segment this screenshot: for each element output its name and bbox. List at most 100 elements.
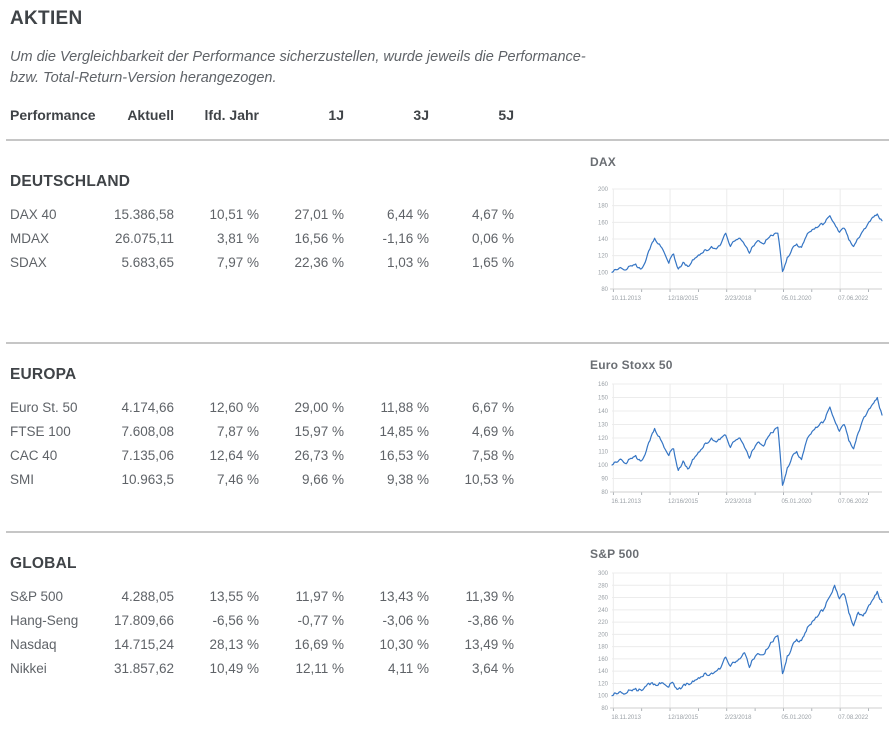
section-deutschland: DEUTSCHLAND DAX 40 15.386,58 10,51 % 27,… bbox=[10, 141, 889, 342]
table-global: GLOBAL S&P 500 4.288,05 13,55 % 11,97 % … bbox=[10, 533, 558, 726]
svg-text:07.06.2022: 07.06.2022 bbox=[838, 499, 869, 505]
value-5j: 11,39 % bbox=[465, 588, 514, 604]
svg-text:140: 140 bbox=[598, 409, 609, 415]
value-5j: 4,67 % bbox=[471, 206, 514, 222]
value-5j: 6,67 % bbox=[471, 399, 514, 415]
svg-text:05.01.2020: 05.01.2020 bbox=[781, 715, 812, 721]
value-3j: 6,44 % bbox=[386, 206, 429, 222]
disclaimer-line-1: Um die Vergleichbarkeit der Performance … bbox=[10, 49, 586, 65]
value-3j: 16,53 % bbox=[379, 447, 429, 463]
svg-text:100: 100 bbox=[598, 463, 609, 469]
col-aktuell: Aktuell bbox=[127, 107, 174, 123]
value-5j: 1,65 % bbox=[471, 254, 514, 270]
svg-text:110: 110 bbox=[598, 450, 608, 456]
svg-text:180: 180 bbox=[598, 645, 609, 651]
table-row: Euro St. 50 4.174,66 12,60 % 29,00 % 11,… bbox=[10, 395, 558, 419]
svg-text:160: 160 bbox=[598, 382, 609, 388]
value-1j: -0,77 % bbox=[297, 612, 344, 628]
sp500-line-chart: 300 280 260 240 220 200 180 160 140 120 100 8018.11… bbox=[598, 571, 883, 721]
value-1j: 27,01 % bbox=[294, 206, 344, 222]
table-header: Performance Aktuell lfd. Jahr 1J 3J 5J bbox=[10, 104, 889, 126]
value-lfd-jahr: 7,46 % bbox=[216, 471, 259, 487]
value-1j: 22,36 % bbox=[294, 254, 344, 270]
index-name: Hang-Seng bbox=[10, 612, 79, 628]
chart-title: S&P 500 bbox=[590, 547, 640, 561]
value-3j: 10,30 % bbox=[379, 636, 429, 652]
index-name: Nikkei bbox=[10, 660, 47, 676]
value-5j: 13,49 % bbox=[464, 636, 514, 652]
value-lfd-jahr: 12,64 % bbox=[209, 447, 259, 463]
col-5j: 5J bbox=[498, 107, 514, 123]
value-5j: 3,64 % bbox=[471, 660, 514, 676]
svg-text:280: 280 bbox=[598, 583, 609, 589]
svg-text:180: 180 bbox=[598, 204, 609, 210]
svg-text:240: 240 bbox=[598, 608, 609, 614]
chart-card-sp500: S&P 500 300 280 260 240 220 200 180 160 140 120 10… bbox=[588, 533, 889, 726]
value-aktuell: 5.683,65 bbox=[121, 254, 174, 270]
value-1j: 29,00 % bbox=[294, 399, 344, 415]
value-aktuell: 31.857,62 bbox=[114, 660, 175, 676]
index-name: FTSE 100 bbox=[10, 423, 71, 439]
value-lfd-jahr: 12,60 % bbox=[209, 399, 259, 415]
value-aktuell: 7.135,06 bbox=[121, 447, 174, 463]
svg-text:100: 100 bbox=[598, 694, 609, 700]
svg-text:80: 80 bbox=[601, 490, 608, 496]
disclaimer-note: Um die Vergleichbarkeit der Performance … bbox=[10, 47, 889, 89]
index-name: DAX 40 bbox=[10, 206, 57, 222]
value-aktuell: 14.715,24 bbox=[114, 636, 175, 652]
value-aktuell: 26.075,11 bbox=[114, 230, 174, 246]
svg-text:300: 300 bbox=[598, 571, 609, 577]
col-performance: Performance bbox=[10, 107, 96, 123]
value-3j: 11,88 % bbox=[380, 399, 429, 415]
chart-title: DAX bbox=[590, 155, 616, 169]
svg-text:200: 200 bbox=[598, 187, 609, 193]
svg-text:07.06.2022: 07.06.2022 bbox=[838, 296, 869, 302]
svg-text:05.01.2020: 05.01.2020 bbox=[781, 296, 812, 302]
index-name: SMI bbox=[10, 471, 35, 487]
svg-text:260: 260 bbox=[598, 596, 609, 602]
table-row: MDAX 26.075,11 3,81 % 16,56 % -1,16 % 0,… bbox=[10, 226, 558, 250]
table-deutschland: DEUTSCHLAND DAX 40 15.386,58 10,51 % 27,… bbox=[10, 141, 558, 342]
chart-card-dax: DAX 200 180 160 140 120 100 80 10.11.2013 12/18/… bbox=[588, 141, 889, 342]
svg-text:05.01.2020: 05.01.2020 bbox=[781, 499, 812, 505]
index-name: S&P 500 bbox=[10, 588, 64, 604]
value-5j: 7,58 % bbox=[471, 447, 514, 463]
divider bbox=[6, 531, 889, 533]
index-name: MDAX bbox=[10, 230, 50, 246]
value-5j: 0,06 % bbox=[471, 230, 514, 246]
table-row: CAC 40 7.135,06 12,64 % 26,73 % 16,53 % … bbox=[10, 443, 558, 467]
table-row: FTSE 100 7.608,08 7,87 % 15,97 % 14,85 %… bbox=[10, 419, 558, 443]
chart-title: Euro Stoxx 50 bbox=[590, 358, 673, 372]
value-aktuell: 4.288,05 bbox=[121, 588, 174, 604]
value-3j: 13,43 % bbox=[379, 588, 429, 604]
disclaimer-line-2: bzw. Total-Return-Version herangezogen. bbox=[10, 70, 277, 86]
svg-text:130: 130 bbox=[598, 423, 609, 429]
table-row: Hang-Seng 17.809,66 -6,56 % -0,77 % -3,0… bbox=[10, 608, 558, 632]
value-lfd-jahr: 3,81 % bbox=[216, 230, 259, 246]
divider bbox=[6, 342, 889, 344]
value-aktuell: 10.963,5 bbox=[121, 471, 174, 487]
section-europa: EUROPA Euro St. 50 4.174,66 12,60 % 29,0… bbox=[10, 344, 889, 531]
svg-text:120: 120 bbox=[598, 681, 609, 687]
index-name: CAC 40 bbox=[10, 447, 58, 463]
section-global: GLOBAL S&P 500 4.288,05 13,55 % 11,97 % … bbox=[10, 533, 889, 726]
divider bbox=[6, 139, 889, 141]
svg-text:160: 160 bbox=[598, 657, 609, 663]
svg-text:16.11.2013: 16.11.2013 bbox=[611, 499, 641, 505]
value-3j: 14,85 % bbox=[379, 423, 429, 439]
table-row: Nikkei 31.857,62 10,49 % 12,11 % 4,11 % … bbox=[10, 656, 558, 680]
index-name: SDAX bbox=[10, 254, 47, 270]
value-lfd-jahr: 13,55 % bbox=[209, 588, 259, 604]
value-3j: 9,38 % bbox=[386, 471, 429, 487]
value-1j: 9,66 % bbox=[301, 471, 344, 487]
table-row: Nasdaq 14.715,24 28,13 % 16,69 % 10,30 %… bbox=[10, 632, 558, 656]
value-1j: 15,97 % bbox=[294, 423, 344, 439]
chart-card-eurostoxx: Euro Stoxx 50 160 150 140 130 120 110 100 90 80 1… bbox=[588, 344, 889, 531]
svg-text:140: 140 bbox=[598, 237, 609, 243]
svg-text:12/16/2015: 12/16/2015 bbox=[668, 499, 699, 505]
index-name: Euro St. 50 bbox=[10, 399, 78, 415]
value-lfd-jahr: 28,13 % bbox=[209, 636, 259, 652]
